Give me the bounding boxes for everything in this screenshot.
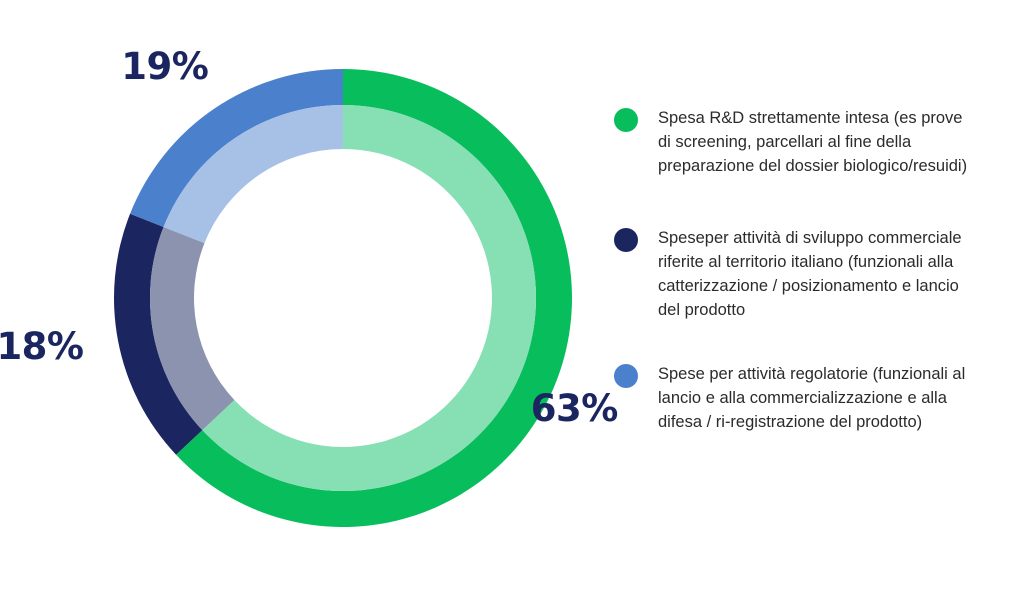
legend-item-rd: Spesa R&D strettamente intesa (es prove … bbox=[614, 106, 974, 178]
legend-item-regulatory: Spese per attività regolatorie (funziona… bbox=[614, 362, 974, 434]
slice-outer-commercial bbox=[114, 213, 203, 455]
legend-dot-green bbox=[614, 108, 638, 132]
legend-dot-navy bbox=[614, 228, 638, 252]
value-label-rd: 63% bbox=[530, 386, 619, 430]
donut-svg bbox=[114, 69, 573, 527]
slice-inner-rd bbox=[202, 105, 536, 491]
slice-inner-regulatory bbox=[163, 104, 343, 244]
legend: Spesa R&D strettamente intesa (es prove … bbox=[614, 106, 974, 434]
donut-chart: 63% 18% 19% bbox=[0, 44, 618, 527]
slice-outer-rd bbox=[176, 69, 573, 527]
value-label-commercial: 18% bbox=[0, 324, 84, 368]
value-label-regulatory: 19% bbox=[121, 44, 209, 88]
legend-label-rd: Spesa R&D strettamente intesa (es prove … bbox=[658, 109, 968, 175]
slice-outer-regulatory bbox=[130, 69, 343, 227]
legend-item-commercial: Speseper attività di sviluppo commercial… bbox=[614, 226, 974, 322]
legend-label-regulatory: Spese per attività regolatorie (funziona… bbox=[658, 365, 966, 431]
legend-dot-blue bbox=[614, 364, 638, 388]
slice-inner-commercial bbox=[150, 226, 235, 431]
legend-label-commercial: Speseper attività di sviluppo commercial… bbox=[658, 229, 962, 319]
